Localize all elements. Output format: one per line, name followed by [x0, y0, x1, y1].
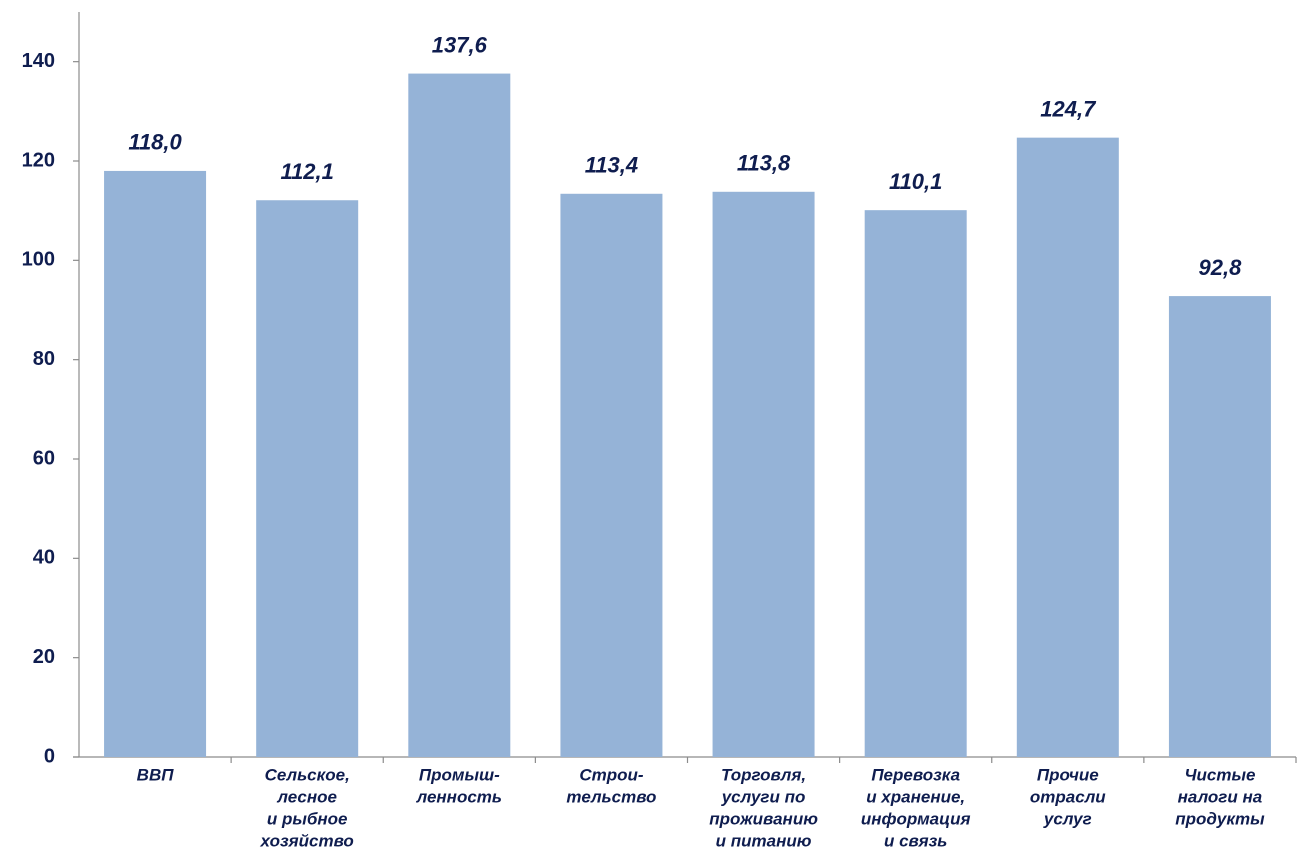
bar	[408, 73, 511, 757]
bar	[104, 170, 207, 757]
x-tick-label: Строи-	[579, 765, 644, 784]
x-tick-label: услуги по	[721, 787, 806, 806]
x-tick-label: хозяйство	[260, 831, 354, 850]
x-tick-label: проживанию	[709, 809, 818, 828]
bar	[864, 210, 967, 758]
x-tick-label: информация	[861, 809, 971, 828]
x-tick-label: продукты	[1175, 809, 1265, 828]
x-tick-label: ВВП	[137, 765, 175, 784]
y-tick-label: 120	[22, 149, 55, 171]
bar	[1016, 137, 1119, 757]
x-tick-label: лесное	[276, 787, 337, 806]
x-tick-label: налоги на	[1178, 787, 1263, 806]
value-label: 118,0	[128, 130, 182, 155]
bar	[256, 200, 359, 757]
y-tick-label: 60	[33, 447, 55, 469]
x-tick-label: Чистые	[1184, 765, 1255, 784]
bar	[1168, 296, 1271, 757]
y-tick-label: 40	[33, 547, 55, 569]
value-label: 113,4	[585, 153, 638, 178]
x-tick-label: Промыш-	[419, 765, 500, 784]
x-tick-label: Перевозка	[871, 765, 960, 784]
x-tick-label: Торговля,	[721, 765, 806, 784]
x-tick-label: ленность	[416, 787, 502, 806]
y-tick-label: 0	[44, 745, 55, 767]
y-tick-label: 80	[33, 348, 55, 370]
x-tick-label: Прочие	[1037, 765, 1099, 784]
x-tick-label: и питанию	[716, 831, 812, 850]
x-tick-label: и рыбное	[267, 809, 348, 828]
x-tick-label: и хранение,	[866, 787, 965, 806]
y-tick-label: 140	[22, 50, 55, 72]
value-label: 110,1	[889, 169, 942, 194]
value-label: 113,8	[737, 151, 791, 176]
x-tick-label: Сельское,	[265, 765, 350, 784]
value-label: 137,6	[432, 32, 488, 57]
y-tick-label: 20	[33, 646, 55, 668]
y-tick-label: 100	[22, 249, 55, 271]
bar	[560, 193, 663, 757]
value-label: 92,8	[1199, 255, 1243, 280]
x-tick-label: тельство	[566, 787, 656, 806]
x-tick-label: и связь	[884, 831, 947, 850]
x-tick-label: отрасли	[1030, 787, 1106, 806]
x-tick-label: услуг	[1043, 809, 1092, 828]
bar	[712, 191, 815, 757]
value-label: 112,1	[280, 159, 333, 184]
value-label: 124,7	[1040, 96, 1097, 121]
